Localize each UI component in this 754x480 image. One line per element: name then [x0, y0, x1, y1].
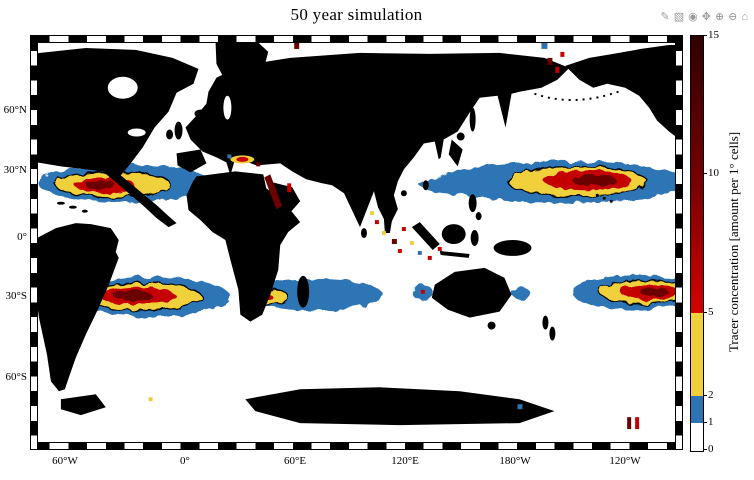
colorbar-segment-blue — [691, 395, 703, 424]
lon-tick-180w: 180°W — [499, 455, 531, 467]
zoom-out-icon[interactable]: ⊖ — [728, 11, 738, 23]
map-frame-bottom — [31, 442, 682, 449]
colorbar-tick — [703, 173, 707, 174]
map-frame-right — [675, 36, 682, 449]
map-axes — [30, 35, 683, 450]
datatips-icon[interactable]: ◉ — [688, 11, 698, 23]
land-antilles — [81, 209, 88, 213]
colorbar-tick-10: 10 — [708, 167, 719, 179]
land-australia — [431, 267, 512, 318]
land-africa — [186, 171, 301, 322]
land-tasmania — [487, 321, 496, 330]
red-sea-streak — [264, 174, 283, 210]
world-map[interactable] — [31, 36, 682, 449]
land-north-america — [31, 47, 199, 228]
aleutian-islands — [534, 89, 622, 101]
map-frame-left — [31, 36, 38, 449]
land-antarctica — [245, 387, 555, 426]
lon-tick-60e: 60°E — [283, 455, 307, 467]
patch-north-pacific-core — [572, 174, 617, 187]
zoom-in-icon[interactable]: ⊕ — [714, 11, 725, 23]
land-sri-lanka — [360, 228, 367, 239]
map-frame-top — [31, 36, 682, 43]
brush-icon[interactable]: ▧ — [673, 11, 685, 23]
land-taiwan — [422, 180, 429, 191]
figure-title: 50 year simulation — [290, 5, 423, 24]
colorbar-tick-15: 15 — [708, 29, 719, 41]
land-borneo — [441, 224, 466, 244]
colorbar-segment-red — [691, 36, 703, 313]
lon-tick-120e: 120°E — [391, 455, 419, 467]
land-hokkaido — [456, 132, 465, 141]
land-antarctic-peninsula — [60, 394, 106, 416]
land-ireland — [166, 129, 174, 140]
land-iberia — [176, 149, 207, 173]
land-india — [348, 189, 372, 226]
hawaii-2 — [602, 196, 606, 200]
gyre-patches — [37, 161, 682, 317]
colorbar-tick-2: 2 — [708, 389, 714, 401]
persian-gulf-cell — [287, 183, 292, 193]
land-new-zealand-south — [549, 326, 556, 341]
hudson-bay — [107, 76, 138, 99]
colorbar-segment-white — [691, 423, 703, 451]
land-japan — [448, 139, 463, 167]
great-lakes — [127, 128, 146, 137]
hawaii-3 — [609, 199, 613, 203]
lat-tick-60n: 60°N — [3, 104, 27, 116]
land-sumatra — [411, 222, 440, 250]
land-alaska-north-america-east — [565, 44, 682, 142]
colorbar-tick-1: 1 — [708, 416, 714, 428]
patch-north-atlantic-core — [85, 180, 116, 190]
lat-tick-60s: 60°S — [5, 371, 27, 383]
lat-tick-0: 0° — [17, 231, 27, 243]
colorbar-tick — [703, 35, 707, 36]
colorbar-tick — [703, 395, 707, 396]
export-icon[interactable]: ✎ — [660, 11, 670, 23]
patch-east-australia-blue — [512, 287, 531, 300]
land-java — [439, 250, 470, 258]
hawaii-1 — [595, 193, 599, 197]
colorbar-tick-0: 0 — [708, 443, 714, 455]
land-sulawesi — [470, 230, 479, 246]
colorbar-tick — [703, 449, 707, 450]
lat-tick-30s: 30°S — [5, 290, 27, 302]
land-new-zealand-north — [542, 315, 549, 330]
lon-tick-120w: 120°W — [609, 455, 641, 467]
colorbar-tick — [703, 312, 707, 313]
lon-tick-0: 0° — [180, 455, 190, 467]
colorbar-label: Tracer concentration [amount per 1° cell… — [726, 131, 741, 353]
land-sakhalin — [469, 107, 476, 132]
land-cuba — [56, 201, 65, 205]
land — [31, 36, 682, 426]
land-britain — [174, 121, 183, 140]
restore-view-icon[interactable]: ⌂ — [741, 11, 748, 23]
axes-toolbar: ✎ ▧ ◉ ✥ ⊕ ⊖ ⌂ — [661, 12, 749, 23]
colorbar-tick — [703, 422, 707, 423]
mediterranean-red — [236, 156, 249, 162]
land-eurasia — [185, 52, 570, 234]
colorbar-tick-5: 5 — [708, 306, 714, 318]
baltic-sea — [223, 95, 232, 120]
patch-south-atlantic-core — [113, 290, 152, 302]
land-philippines-south — [475, 212, 482, 221]
colorbar — [690, 35, 704, 452]
land-new-guinea — [493, 240, 532, 256]
land-philippines — [468, 194, 477, 213]
land-madagascar — [297, 275, 310, 308]
lon-tick-60w: 60°W — [52, 455, 78, 467]
pan-icon[interactable]: ✥ — [701, 11, 711, 23]
patch-south-pacific-core — [640, 287, 669, 297]
colorbar-segment-yellow — [691, 312, 703, 396]
land-hainan — [400, 190, 407, 197]
land-south-america — [31, 223, 119, 392]
lat-tick-30n: 30°N — [3, 164, 27, 176]
land-hispaniola — [68, 205, 77, 209]
